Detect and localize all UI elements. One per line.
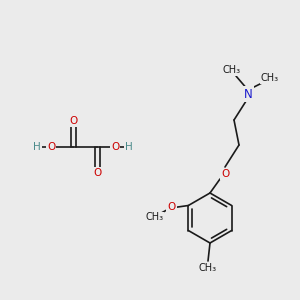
Text: CH₃: CH₃ xyxy=(145,212,164,223)
Text: H: H xyxy=(33,142,41,152)
Text: O: O xyxy=(69,116,77,126)
Text: CH₃: CH₃ xyxy=(261,73,279,83)
Text: O: O xyxy=(167,202,176,212)
Text: O: O xyxy=(111,142,119,152)
Text: CH₃: CH₃ xyxy=(199,263,217,273)
Text: O: O xyxy=(221,169,229,179)
Text: H: H xyxy=(125,142,133,152)
Text: O: O xyxy=(47,142,55,152)
Text: CH₃: CH₃ xyxy=(223,65,241,75)
Text: N: N xyxy=(244,88,252,100)
Text: O: O xyxy=(93,168,101,178)
